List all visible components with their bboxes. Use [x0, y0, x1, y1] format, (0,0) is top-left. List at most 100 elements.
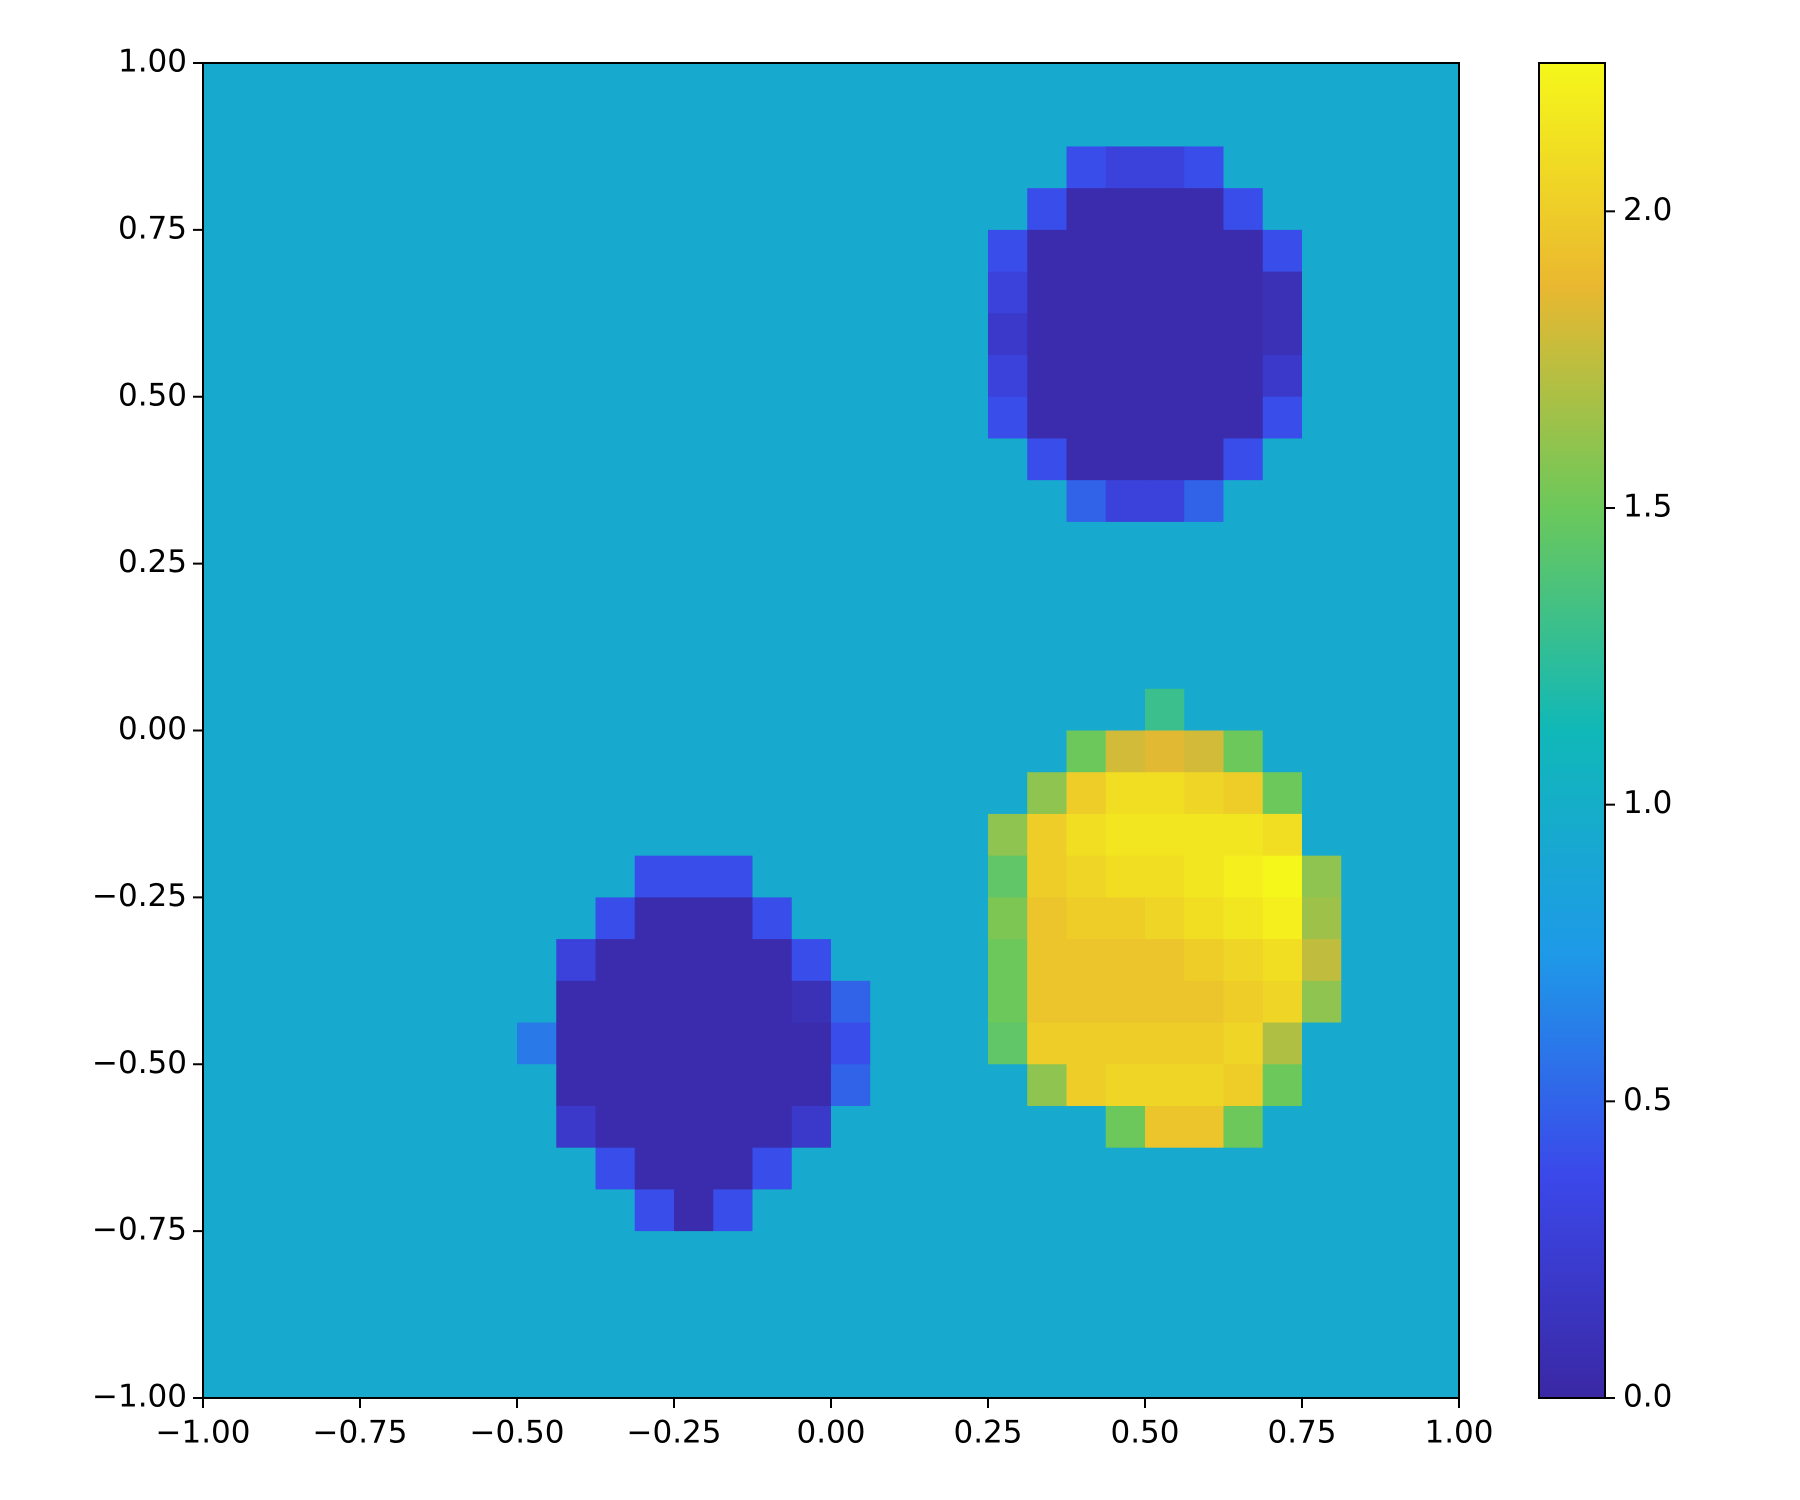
- heatmap-cell: [399, 1314, 440, 1357]
- heatmap-cell: [203, 813, 243, 857]
- heatmap-cell: [1066, 313, 1107, 356]
- heatmap-cell: [1184, 730, 1225, 773]
- heatmap-cell: [1302, 897, 1342, 940]
- heatmap-cell: [477, 897, 518, 940]
- heatmap-cell: [203, 396, 243, 440]
- y-tick-label: 0.25: [118, 544, 187, 580]
- heatmap-cell: [713, 980, 754, 1024]
- heatmap-cell: [674, 1022, 714, 1065]
- heatmap-cell: [674, 1314, 714, 1357]
- heatmap-cell: [752, 939, 793, 982]
- heatmap-cell: [674, 1105, 714, 1149]
- heatmap-cell: [1105, 1064, 1146, 1107]
- heatmap-cell: [713, 355, 754, 398]
- heatmap-cell: [1302, 563, 1342, 606]
- heatmap-cell: [556, 271, 597, 314]
- heatmap-cell: [674, 313, 714, 356]
- heatmap-cell: [281, 897, 322, 940]
- heatmap-cell: [477, 1189, 518, 1232]
- heatmap-cell: [477, 480, 518, 523]
- heatmap-cell: [517, 1105, 557, 1149]
- heatmap-cell: [752, 188, 793, 231]
- heatmap-cell: [1027, 438, 1068, 481]
- heatmap-cell: [203, 1022, 243, 1065]
- heatmap-cell: [674, 229, 714, 273]
- heatmap-cell: [438, 605, 479, 648]
- heatmap-cell: [595, 1105, 636, 1149]
- heatmap-cell: [517, 730, 557, 773]
- heatmap-cell: [1262, 1064, 1303, 1107]
- heatmap-cell: [360, 605, 400, 648]
- heatmap-cell: [360, 647, 400, 690]
- heatmap-cell: [1105, 1272, 1146, 1316]
- heatmap-cell: [948, 438, 989, 481]
- heatmap-cell: [556, 480, 597, 523]
- heatmap-cell: [870, 229, 911, 273]
- heatmap-cell: [556, 438, 597, 481]
- heatmap-cell: [438, 396, 479, 440]
- heatmap-cell: [713, 772, 754, 815]
- heatmap-cell: [1145, 647, 1185, 690]
- heatmap-cell: [242, 730, 283, 773]
- heatmap-cell: [1066, 647, 1107, 690]
- heatmap-cell: [791, 355, 832, 398]
- heatmap-cell: [517, 772, 557, 815]
- heatmap-cell: [477, 563, 518, 606]
- heatmap-cell: [752, 146, 793, 189]
- heatmap-cell: [320, 688, 361, 732]
- heatmap-cell: [634, 146, 675, 189]
- heatmap-cell: [831, 271, 871, 314]
- heatmap-cell: [1145, 1022, 1185, 1065]
- heatmap-cell: [595, 855, 636, 898]
- heatmap-cell: [831, 1314, 871, 1357]
- heatmap-cell: [320, 855, 361, 898]
- heatmap-cell: [1184, 813, 1225, 857]
- heatmap-cell: [831, 1272, 871, 1316]
- heatmap-cell: [791, 730, 832, 773]
- heatmap-cell: [399, 855, 440, 898]
- heatmap-cell: [320, 1147, 361, 1191]
- heatmap-cell: [1145, 980, 1185, 1024]
- heatmap-cell: [870, 1314, 911, 1357]
- heatmap-cell: [438, 1189, 479, 1232]
- heatmap-cell: [203, 63, 243, 106]
- heatmap-cell: [556, 188, 597, 231]
- heatmap-cell: [1262, 521, 1303, 565]
- heatmap-cell: [281, 1105, 322, 1149]
- heatmap-cell: [674, 438, 714, 481]
- heatmap-cell: [320, 355, 361, 398]
- heatmap-cell: [242, 855, 283, 898]
- x-tick-label: −1.00: [156, 1415, 251, 1451]
- heatmap-cell: [242, 271, 283, 314]
- heatmap-cell: [1066, 63, 1107, 106]
- heatmap-cell: [1341, 1064, 1382, 1107]
- heatmap-cell: [1184, 1064, 1225, 1107]
- heatmap-cell: [713, 1314, 754, 1357]
- heatmap-cell: [556, 897, 597, 940]
- y-tick-label: −1.00: [92, 1379, 187, 1415]
- heatmap-cell: [909, 563, 950, 606]
- heatmap-cell: [909, 480, 950, 523]
- heatmap-cell: [281, 271, 322, 314]
- heatmap-cell: [1302, 688, 1342, 732]
- heatmap-cell: [752, 313, 793, 356]
- x-tick-label: −0.25: [627, 1415, 722, 1451]
- heatmap-cell: [634, 313, 675, 356]
- heatmap-cell: [831, 229, 871, 273]
- heatmap-cell: [1341, 480, 1382, 523]
- heatmap-cell: [360, 1147, 400, 1191]
- heatmap-cell: [634, 980, 675, 1024]
- heatmap-cell: [1302, 480, 1342, 523]
- heatmap-cell: [477, 313, 518, 356]
- heatmap-cell: [1027, 396, 1068, 440]
- heatmap-cell: [399, 396, 440, 440]
- heatmap-cell: [1027, 188, 1068, 231]
- heatmap-cell: [438, 271, 479, 314]
- heatmap-cell: [752, 396, 793, 440]
- heatmap-cell: [1184, 855, 1225, 898]
- heatmap-cell: [634, 1356, 675, 1399]
- heatmap-cell: [1066, 438, 1107, 481]
- heatmap-cell: [477, 605, 518, 648]
- heatmap-cell: [1223, 1147, 1264, 1191]
- heatmap-cell: [438, 1105, 479, 1149]
